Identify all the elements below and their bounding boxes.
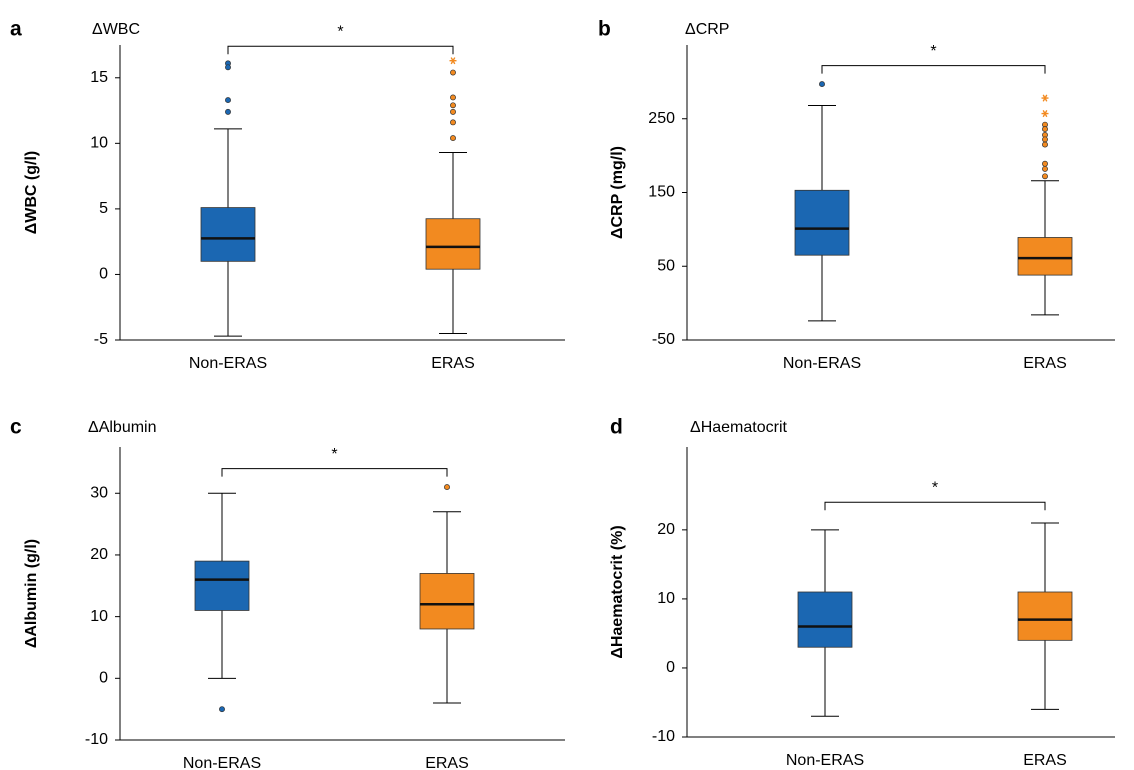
significance-bracket (824, 501, 1046, 511)
x-tick-label: Non-ERAS (189, 355, 267, 372)
significance-label: * (932, 479, 938, 496)
outlier (450, 119, 456, 126)
significance-bracket (221, 468, 448, 477)
y-tick-label: 5 (99, 200, 108, 217)
significance-bracket (227, 45, 454, 55)
chart-title: ΔHaematocrit (690, 419, 787, 436)
outlier (1042, 136, 1048, 143)
outlier (450, 108, 456, 115)
outlier (450, 135, 456, 142)
extreme-outlier (1041, 94, 1049, 102)
y-axis-label: ΔCRP (mg/l) (609, 146, 626, 239)
y-tick-label: 250 (648, 110, 675, 127)
y-tick-label: 20 (90, 546, 108, 563)
significance-label: * (930, 43, 936, 60)
y-axis-label: ΔWBC (g/l) (23, 151, 40, 234)
outlier (1042, 165, 1048, 172)
y-tick-label: -50 (652, 331, 675, 348)
outlier (225, 64, 231, 71)
y-tick-label: 15 (90, 69, 108, 86)
box (1017, 591, 1073, 641)
box (200, 207, 256, 262)
y-tick-label: -10 (85, 731, 108, 748)
y-tick-label: 0 (99, 670, 108, 687)
y-axis-label: ΔHaematocrit (%) (609, 525, 626, 658)
outlier (219, 706, 225, 713)
outlier (444, 484, 450, 491)
extreme-outlier (1041, 110, 1049, 118)
y-tick-label: 10 (657, 590, 675, 607)
panel-label: c (10, 416, 22, 439)
y-tick-label: -5 (94, 331, 108, 348)
chart-title: ΔCRP (685, 21, 729, 38)
y-tick-label: 150 (648, 184, 675, 201)
y-tick-label: 50 (657, 257, 675, 274)
x-tick-label: ERAS (1023, 355, 1067, 372)
box (794, 189, 850, 256)
y-tick-label: -10 (652, 728, 675, 745)
y-tick-label: 10 (90, 135, 108, 152)
significance-label: * (337, 24, 343, 41)
outlier (225, 97, 231, 104)
x-tick-label: Non-ERAS (783, 355, 861, 372)
outlier (819, 81, 825, 88)
chart-title: ΔWBC (92, 21, 140, 38)
extreme-outlier (449, 57, 457, 65)
box (1017, 237, 1073, 276)
box (797, 591, 853, 648)
outlier (225, 108, 231, 115)
x-tick-label: ERAS (425, 755, 469, 770)
outlier (450, 102, 456, 109)
outlier (1042, 160, 1048, 167)
chart-title: ΔAlbumin (88, 419, 157, 436)
y-tick-label: 30 (90, 484, 108, 501)
panel-label: b (598, 18, 611, 41)
outlier (1042, 141, 1048, 148)
significance-label: * (331, 446, 337, 463)
box (419, 573, 475, 630)
outlier (450, 94, 456, 101)
outlier (1042, 126, 1048, 133)
box (425, 218, 481, 270)
x-tick-label: ERAS (431, 355, 475, 372)
outlier (450, 69, 456, 76)
panel-label: d (610, 416, 623, 439)
box (194, 560, 250, 611)
y-tick-label: 20 (657, 521, 675, 538)
x-tick-label: Non-ERAS (786, 752, 864, 769)
y-tick-label: 0 (666, 659, 675, 676)
x-tick-label: ERAS (1023, 752, 1067, 769)
x-tick-label: Non-ERAS (183, 755, 261, 770)
y-axis-label: ΔAlbumin (g/l) (23, 539, 40, 648)
y-tick-label: 10 (90, 608, 108, 625)
significance-bracket (821, 65, 1046, 74)
panel-label: a (10, 18, 22, 41)
outlier (1042, 173, 1048, 180)
y-tick-label: 0 (99, 266, 108, 283)
